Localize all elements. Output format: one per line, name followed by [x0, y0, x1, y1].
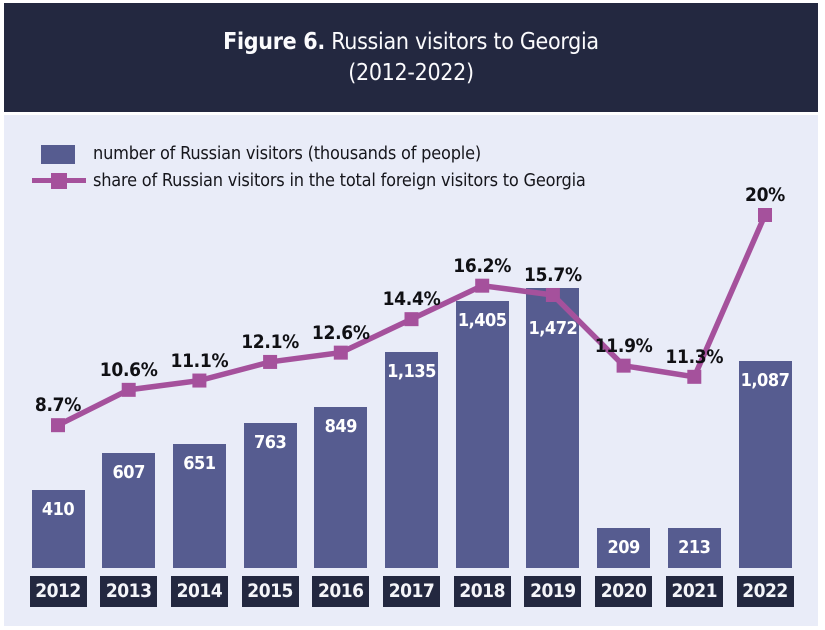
bar-2014 — [172, 444, 226, 568]
share-marker-2013 — [121, 382, 136, 397]
year-tick-2018: 2018 — [453, 576, 511, 607]
year-tick-2019: 2019 — [524, 576, 582, 607]
bar-series-legend-label: number of Russian visitors (thousands of… — [93, 143, 481, 164]
bar-value-2014: 651 — [183, 453, 216, 474]
share-label-2014: 11.1% — [170, 349, 229, 372]
bar-value-2022: 1,087 — [740, 370, 790, 391]
bar-value-2012: 410 — [41, 499, 75, 520]
share-marker-2012 — [51, 418, 65, 433]
bar-value-2017: 1,135 — [387, 361, 436, 382]
chart-area: number of Russian visitors (thousands of… — [4, 115, 818, 626]
year-tick-2012: 2012 — [29, 576, 87, 607]
share-marker-2020 — [616, 358, 631, 373]
line-series-marker-icon — [51, 173, 67, 189]
share-label-2022: 20% — [744, 184, 786, 206]
bar-series-swatch — [41, 145, 75, 164]
bar-value-2018: 1,405 — [457, 310, 507, 331]
share-marker-2019 — [545, 287, 560, 302]
share-label-2020: 11.9% — [594, 334, 653, 357]
bar-value-2020: 209 — [607, 537, 640, 558]
share-marker-2016 — [333, 345, 348, 360]
bar-2018 — [455, 301, 509, 568]
share-marker-2021 — [687, 369, 702, 384]
share-label-2016: 12.6% — [311, 321, 370, 344]
bar-value-2021: 213 — [678, 537, 711, 558]
share-label-2013: 10.6% — [99, 358, 158, 381]
share-marker-2017 — [404, 312, 419, 327]
year-tick-2021: 2021 — [665, 576, 723, 607]
share-label-2019: 15.7% — [523, 263, 582, 286]
bar-2019 — [526, 288, 580, 568]
bar-2017 — [385, 352, 438, 568]
share-marker-2022 — [758, 208, 772, 222]
bar-2013 — [102, 453, 156, 568]
bar-2015 — [243, 423, 297, 568]
figure-title: Figure 6. Russian visitors to Georgia — [4, 27, 818, 58]
figure-title-prefix: Figure 6. — [223, 29, 325, 55]
bar-value-2015: 763 — [253, 432, 287, 453]
share-label-2012: 8.7% — [34, 394, 82, 417]
year-tick-2015: 2015 — [241, 576, 299, 607]
bar-2012 — [31, 490, 85, 568]
year-tick-2017: 2017 — [383, 576, 440, 607]
share-label-2015: 12.1% — [241, 330, 299, 353]
line-series-legend-label: share of Russian visitors in the total f… — [93, 170, 586, 191]
bar-value-2016: 849 — [324, 416, 358, 437]
bar-value-2013: 607 — [112, 462, 146, 483]
share-label-2021: 11.3% — [665, 345, 724, 368]
bar-value-2019: 1,472 — [528, 318, 578, 339]
figure-header: Figure 6. Russian visitors to Georgia (2… — [4, 3, 818, 112]
bar-2016 — [314, 407, 368, 568]
share-label-2017: 14.4% — [382, 288, 441, 311]
year-tick-2022: 2022 — [736, 576, 794, 607]
bar-2020 — [597, 528, 651, 568]
plot: 410 2012 8.7% 607 2013 10.6% 651 2014 11.1% 763 20… — [4, 115, 818, 626]
figure-subtitle: (2012-2022) — [348, 60, 474, 86]
bar-2022 — [738, 361, 792, 568]
year-tick-2016: 2016 — [312, 576, 370, 607]
year-tick-2014: 2014 — [170, 576, 228, 607]
year-tick-2013: 2013 — [100, 576, 158, 607]
share-marker-2018 — [475, 278, 490, 293]
share-label-2018: 16.2% — [453, 254, 512, 277]
share-line — [51, 208, 772, 433]
share-marker-2015 — [263, 354, 278, 369]
year-tick-2020: 2020 — [595, 576, 653, 607]
bar-2021 — [667, 528, 721, 568]
figure-title-rest: Russian visitors to Georgia — [324, 29, 599, 55]
share-marker-2014 — [192, 373, 207, 388]
